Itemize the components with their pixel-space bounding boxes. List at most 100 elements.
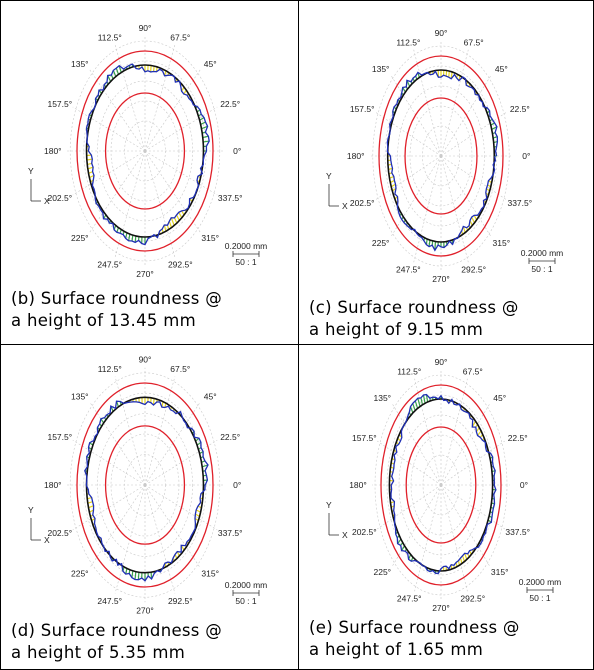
deviation-hatch	[390, 183, 396, 188]
deviation-hatch	[457, 560, 461, 566]
angle-label: 315°	[201, 569, 219, 579]
grid-ring	[397, 85, 485, 227]
angle-label: 135°	[71, 391, 89, 401]
deviation-hatch	[462, 555, 465, 562]
angle-label: 202.5°	[47, 193, 72, 203]
deviation-hatch	[173, 217, 178, 224]
scale-ratio-label: 50 : 1	[531, 264, 553, 274]
angle-label: 67.5°	[170, 364, 190, 374]
angle-label: 22.5°	[510, 104, 530, 114]
angle-label: 157.5°	[352, 433, 377, 443]
caption-line-1: (c) Surface roundness @	[309, 298, 519, 317]
angle-label: 292.5°	[461, 265, 486, 275]
y-axis-label: Y	[326, 500, 332, 510]
angle-label: 112.5°	[397, 366, 421, 376]
x-axis-label: X	[342, 530, 348, 540]
grid-ring	[422, 125, 460, 187]
deviation-hatch	[125, 232, 128, 239]
grid-spoke	[374, 111, 442, 157]
angle-label: 22.5°	[508, 433, 528, 443]
angle-label: 22.5°	[220, 432, 240, 442]
grid-ring	[97, 413, 193, 557]
polar-plot-e: 90° 67.5° 45° 22.5° 0° 337.5° 315° 292.5° 270° 24…	[326, 357, 562, 613]
deviation-hatch	[459, 557, 463, 564]
inner-reference-circle	[405, 426, 477, 544]
polar-plot-c: 90° 67.5° 45° 22.5° 0° 337.5° 315° 292.5° 270° 24…	[326, 28, 564, 284]
grid-ring	[69, 40, 221, 262]
grid-ring	[410, 434, 472, 536]
panel-c: 90° 67.5° 45° 22.5° 0° 337.5° 315° 292.5° 270° 24…	[298, 0, 594, 345]
deviation-hatch	[417, 398, 421, 407]
deviation-hatch	[471, 216, 476, 224]
outer-reference-circle	[76, 50, 214, 252]
angle-label: 225°	[372, 238, 390, 248]
scale-ratio-label: 50 : 1	[235, 257, 257, 267]
angle-label: 0°	[233, 480, 241, 490]
deviation-hatch	[390, 179, 395, 184]
angle-label: 112.5°	[98, 364, 122, 374]
caption-line-2: a height of 9.15 mm	[309, 320, 484, 339]
angle-label: 45°	[204, 59, 217, 69]
best-fit-circle	[386, 69, 496, 243]
deviation-hatch	[420, 397, 424, 405]
scale-length-label: 0.2000 mm	[521, 248, 564, 258]
angle-label: 90°	[435, 28, 448, 38]
deviation-hatch	[389, 175, 395, 179]
deviation-hatch	[422, 394, 426, 404]
angle-label: 112.5°	[396, 37, 420, 47]
grid-spoke	[374, 155, 442, 201]
angle-label: 157.5°	[47, 99, 72, 109]
caption-line-2: a height of 5.35 mm	[11, 643, 186, 662]
deviation-hatch	[89, 174, 95, 179]
measured-profile	[85, 63, 210, 246]
angle-label: 202.5°	[47, 528, 72, 538]
angle-label: 180°	[44, 146, 62, 156]
scale-ratio-label: 50 : 1	[529, 593, 551, 603]
angle-label: 270°	[136, 605, 154, 615]
polar-plot-d: 90° 67.5° 45° 22.5° 0° 337.5° 315° 292.5° 270° 24…	[28, 355, 267, 616]
deviation-hatch	[112, 70, 117, 77]
grid-spoke	[440, 111, 508, 157]
angle-label: 270°	[432, 603, 450, 613]
deviation-hatch	[131, 235, 134, 242]
angle-label: 135°	[374, 393, 392, 403]
panel-e: 90° 67.5° 45° 22.5° 0° 337.5° 315° 292.5° 270° 24…	[298, 344, 594, 670]
angle-label: 180°	[349, 480, 367, 490]
scale-ratio-label: 50 : 1	[235, 596, 257, 606]
deviation-hatch	[118, 65, 122, 73]
angle-label: 45°	[495, 64, 508, 74]
deviation-hatch	[203, 140, 210, 143]
angle-label: 157.5°	[350, 104, 375, 114]
angle-label: 135°	[71, 59, 89, 69]
deviation-hatch	[88, 505, 94, 509]
deviation-hatch	[152, 398, 155, 406]
caption-line-2: a height of 1.65 mm	[309, 640, 484, 659]
deviation-hatch	[125, 568, 128, 575]
deviation-hatch	[202, 135, 209, 139]
angle-label: 315°	[491, 567, 509, 577]
angle-label: 292.5°	[460, 594, 485, 604]
scale-length-label: 0.2000 mm	[519, 577, 562, 587]
grid-spoke	[440, 484, 505, 530]
angle-label: 90°	[139, 23, 152, 33]
grid-ring	[422, 454, 460, 516]
deviation-hatch	[178, 212, 183, 219]
inner-reference-circle	[104, 425, 186, 545]
angle-label: 22.5°	[220, 99, 240, 109]
angle-label: 247.5°	[396, 265, 421, 275]
angle-label: 135°	[372, 64, 390, 74]
angle-label: 337.5°	[218, 528, 243, 538]
angle-label: 337.5°	[507, 198, 532, 208]
deviation-hatch	[86, 158, 93, 161]
deviation-hatch	[134, 571, 137, 580]
angle-label: 247.5°	[397, 594, 422, 604]
angle-label: 225°	[71, 569, 89, 579]
angle-label: 315°	[201, 233, 219, 243]
angle-label: 202.5°	[350, 198, 375, 208]
deviation-hatch	[87, 162, 92, 166]
deviation-hatch	[87, 501, 93, 504]
grid-spoke	[377, 484, 442, 530]
deviation-hatch	[414, 400, 419, 409]
deviation-hatch	[152, 65, 155, 72]
y-axis-label: Y	[326, 171, 332, 181]
